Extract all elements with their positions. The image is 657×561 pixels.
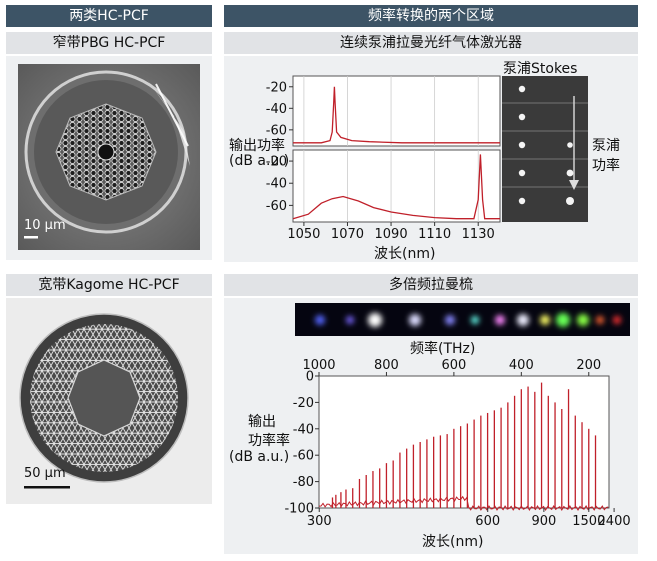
laser-plot-frame-bottom (292, 149, 501, 223)
stokes-camera-strip (502, 76, 588, 222)
laser-y-ticks: -20 -40 -60 -20 -40 -60 (266, 80, 293, 214)
comb-y-tick-label: -80 (293, 475, 314, 490)
stokes-spot (566, 169, 574, 177)
comb-top-tick-label: 600 (441, 358, 466, 373)
kagome-scale-label: 50 µm (24, 466, 66, 481)
comb-y-tick-label: 0 (306, 370, 314, 385)
left-bottom-title: 宽带Kagome HC-PCF (6, 274, 212, 296)
pbg-scale-label: 10 µm (24, 218, 66, 233)
pump-spot (518, 197, 526, 205)
comb-y-tick-label: -40 (293, 422, 314, 437)
laser-y-tick-label: -20 (266, 155, 287, 170)
comb-x-tick-label: 300 (307, 514, 332, 529)
comb-xlabel: 波长(nm) (422, 534, 484, 550)
comb-spectrum-spot (471, 316, 479, 324)
laser-x-tick-label: 1050 (287, 227, 320, 242)
laser-ylabel-2: (dB a.u.) (229, 153, 290, 169)
laser-x-tick-label: 1090 (375, 227, 408, 242)
comb-spectrum-spot (613, 316, 621, 324)
kagome-fiber-micrograph (6, 298, 212, 504)
stokes-spot (566, 197, 574, 205)
comb-spectrum-spot (315, 315, 325, 325)
comb-top-tick-label: 400 (509, 358, 534, 373)
comb-top-axis-label: 频率(THz) (410, 341, 476, 357)
comb-spectrum-spot (409, 314, 421, 326)
comb-spectrum-spot (540, 315, 550, 325)
right-header: 频率转换的两个区域 (224, 5, 638, 27)
laser-gridlines (303, 76, 479, 222)
comb-spectrum-spot (368, 313, 382, 327)
comb-ylabel-3: (dB a.u.) (229, 449, 290, 465)
comb-x-tick-label: 900 (531, 514, 556, 529)
comb-spectrum-spot (556, 313, 570, 327)
comb-y-tick-label: -60 (293, 449, 314, 464)
comb-spectrum-spot (577, 314, 589, 326)
laser-x-tick-label: 1110 (418, 227, 451, 242)
pbg-fiber-panel: 10 µm (6, 56, 212, 260)
raman-laser-chart: -20 -40 -60 -20 -40 -60 1050 1070 1090 1110 1130 (266, 75, 588, 242)
comb-spectrum-spot (495, 315, 505, 325)
laser-trace-top (293, 86, 500, 144)
left-top-title: 窄带PBG HC-PCF (6, 32, 212, 54)
left-header: 两类HC-PCF (6, 5, 212, 27)
pump-spot (518, 113, 526, 121)
pump-spot (518, 85, 526, 93)
laser-plot-frame-top (292, 75, 501, 147)
comb-spectrum-spot (445, 315, 455, 325)
right-top-title: 连续泵浦拉曼光纤气体激光器 (224, 32, 638, 54)
right-bottom-title: 多倍频拉曼梳 (224, 274, 638, 296)
comb-y-tick-label: -20 (293, 396, 314, 411)
comb-baseline (318, 495, 609, 511)
kagome-fiber-panel: 50 µm (6, 298, 212, 504)
pump-power-arrowhead (569, 180, 579, 190)
laser-y-tick-label: -60 (266, 199, 287, 214)
stokes-label: 泵浦Stokes (503, 61, 578, 77)
pbg-scale-bar (24, 236, 38, 239)
laser-x-tick-label: 1070 (331, 227, 364, 242)
comb-top-ticks: 1000 800 600 400 200 (302, 358, 601, 376)
stokes-spot (567, 142, 573, 148)
comb-spectrum-photo (295, 303, 630, 336)
laser-ylabel-1: 输出功率 (229, 138, 285, 154)
laser-y-tick-label: -40 (266, 102, 287, 117)
laser-y-tick-label: -20 (266, 80, 287, 95)
comb-y-tick-label: -100 (284, 502, 314, 517)
comb-ylabel-2: 功率率 (248, 433, 290, 449)
comb-spectrum-spot (596, 316, 604, 324)
comb-spectrum-spot (517, 314, 529, 326)
comb-y-ticks: 0 -20 -40 -60 -80 -100 (284, 370, 319, 517)
pump-power-label-1: 泵浦 (592, 138, 620, 154)
pump-spot (518, 169, 526, 177)
pump-power-label-2: 功率 (592, 158, 620, 174)
laser-traces (292, 86, 500, 220)
comb-top-tick-label: 200 (576, 358, 601, 373)
comb-top-tick-label: 800 (374, 358, 399, 373)
laser-x-ticks: 1050 1070 1090 1110 1130 (287, 222, 495, 242)
pbg-fiber-micrograph (18, 64, 200, 250)
laser-xlabel: 波长(nm) (374, 246, 436, 262)
comb-peaks (331, 382, 597, 508)
comb-spectrum-spot (346, 316, 354, 324)
comb-spectrum-spots (315, 313, 621, 327)
laser-trace-bottom (292, 154, 500, 220)
comb-plot-frame (318, 375, 610, 509)
pbg-core (97, 143, 115, 161)
laser-y-tick-label: -40 (266, 177, 287, 192)
laser-x-tick-label: 1130 (462, 227, 495, 242)
comb-x-tick-label: 1500 (572, 514, 605, 529)
pump-spot (518, 141, 526, 149)
comb-x-tick-label: 600 (475, 514, 500, 529)
kagome-core (67, 359, 141, 437)
comb-x-tick-label: 2400 (598, 514, 631, 529)
kagome-scale-bar (24, 486, 70, 489)
comb-ylabel-1: 输出 (248, 414, 276, 430)
laser-y-tick-label: -60 (266, 123, 287, 138)
comb-top-tick-label: 1000 (302, 358, 335, 373)
